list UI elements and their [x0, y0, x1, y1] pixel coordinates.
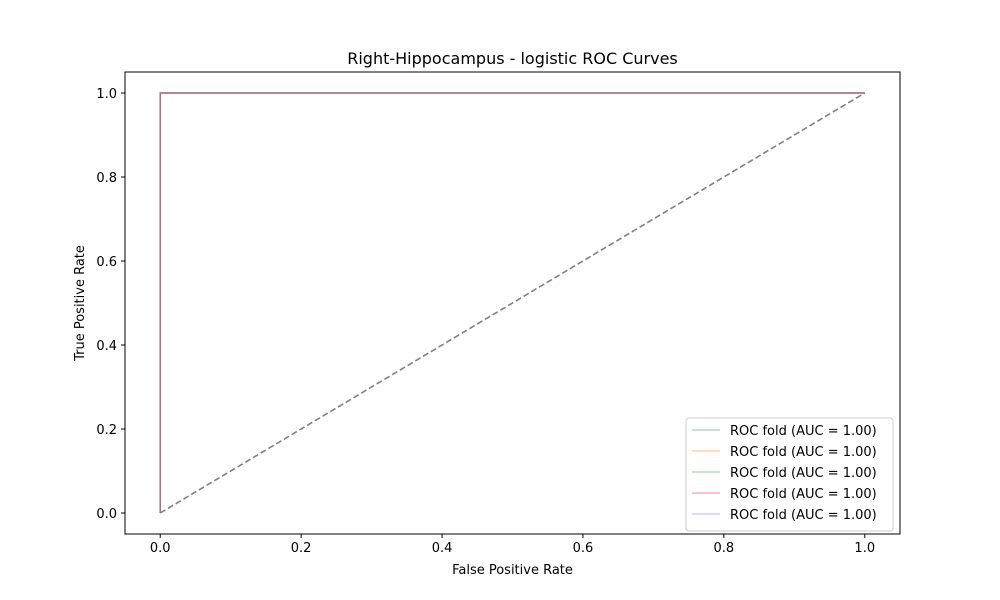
roc-curve-fold-2 — [159, 92, 865, 513]
x-axis-label: False Positive Rate — [452, 563, 573, 578]
legend-box — [685, 417, 894, 532]
y-tick-label: 0.6 — [96, 255, 117, 270]
y-tick-label: 1.0 — [96, 87, 117, 102]
x-tick-label: 1.0 — [854, 541, 875, 556]
axis-ticks: 0.0 0.2 0.4 0.6 0.8 1.0 0.0 0.2 0.4 0.6 0.8 1.0 — [96, 87, 875, 556]
axes-frame — [124, 71, 901, 535]
y-tick-label: 0.8 — [96, 171, 117, 186]
x-tick-label: 0.0 — [150, 541, 171, 556]
legend-label: ROC fold (AUC = 1.00) — [730, 445, 877, 460]
y-tick-label: 0.4 — [96, 339, 117, 354]
roc-curve-fold-3 — [159, 92, 865, 513]
legend-label: ROC fold (AUC = 1.00) — [730, 466, 877, 481]
y-axis-label: True Positive Rate — [73, 245, 88, 362]
x-tick-label: 0.8 — [714, 541, 735, 556]
roc-curve-fold-5 — [159, 92, 865, 513]
y-tick-label: 0.0 — [96, 507, 117, 522]
legend: ROC fold (AUC = 1.00) ROC fold (AUC = 1.0… — [685, 417, 894, 532]
chance-diagonal-line — [159, 92, 866, 514]
x-tick-label: 0.4 — [432, 541, 453, 556]
y-tick-label: 0.2 — [96, 423, 117, 438]
legend-label: ROC fold (AUC = 1.00) — [730, 508, 877, 523]
legend-label: ROC fold (AUC = 1.00) — [730, 487, 877, 502]
chart-title: Right-Hippocampus - logistic ROC Curves — [347, 49, 678, 68]
plot-area — [159, 92, 866, 514]
x-tick-label: 0.2 — [291, 541, 312, 556]
x-tick-label: 0.6 — [573, 541, 594, 556]
legend-label: ROC fold (AUC = 1.00) — [730, 424, 877, 439]
roc-curve-fold-1 — [159, 92, 865, 513]
roc-curve-fold-4 — [159, 92, 865, 513]
